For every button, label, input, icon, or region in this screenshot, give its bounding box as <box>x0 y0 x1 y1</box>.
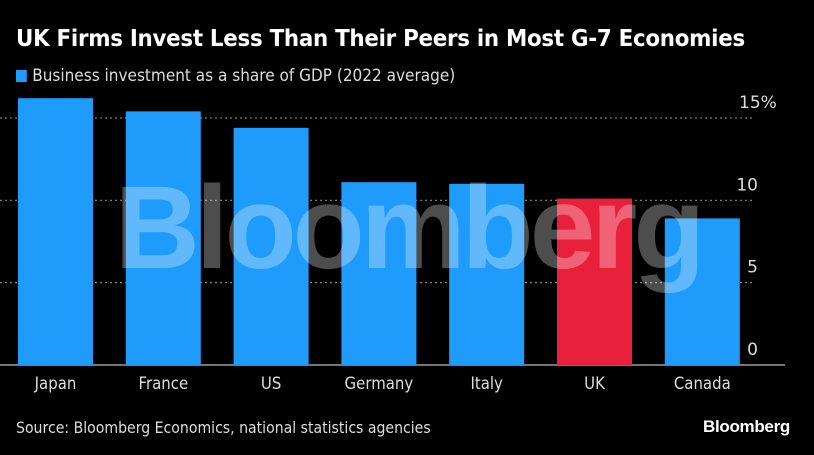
y-tick-label: 0 <box>747 340 758 360</box>
x-tick-label: UK <box>584 373 605 393</box>
bar-france <box>125 111 201 365</box>
legend: Business investment as a share of GDP (2… <box>16 66 455 86</box>
y-tick-label: 10 <box>736 175 758 195</box>
x-tick-label: Germany <box>345 373 414 393</box>
x-tick-label: Canada <box>674 373 731 393</box>
legend-label: Business investment as a share of GDP (2… <box>32 66 456 86</box>
chart-title: UK Firms Invest Less Than Their Peers in… <box>16 26 745 52</box>
bar-canada <box>664 218 740 365</box>
legend-swatch <box>16 70 27 82</box>
bar-us <box>233 127 309 365</box>
bar-italy <box>449 183 525 365</box>
x-tick-label: US <box>261 373 281 393</box>
bar-uk <box>557 198 632 365</box>
watermark: Bloomberg <box>115 162 702 294</box>
bar-japan <box>18 98 93 365</box>
y-tick-label: 5 <box>747 258 758 278</box>
x-tick-label: France <box>138 373 188 393</box>
source-note: Source: Bloomberg Economics, national st… <box>16 418 431 437</box>
x-tick-label: Japan <box>34 373 77 393</box>
bloomberg-logo: Bloomberg <box>702 417 790 436</box>
bar-germany <box>341 182 417 365</box>
x-tick-label: Italy <box>470 373 502 393</box>
y-tick-label: 15% <box>739 93 777 113</box>
